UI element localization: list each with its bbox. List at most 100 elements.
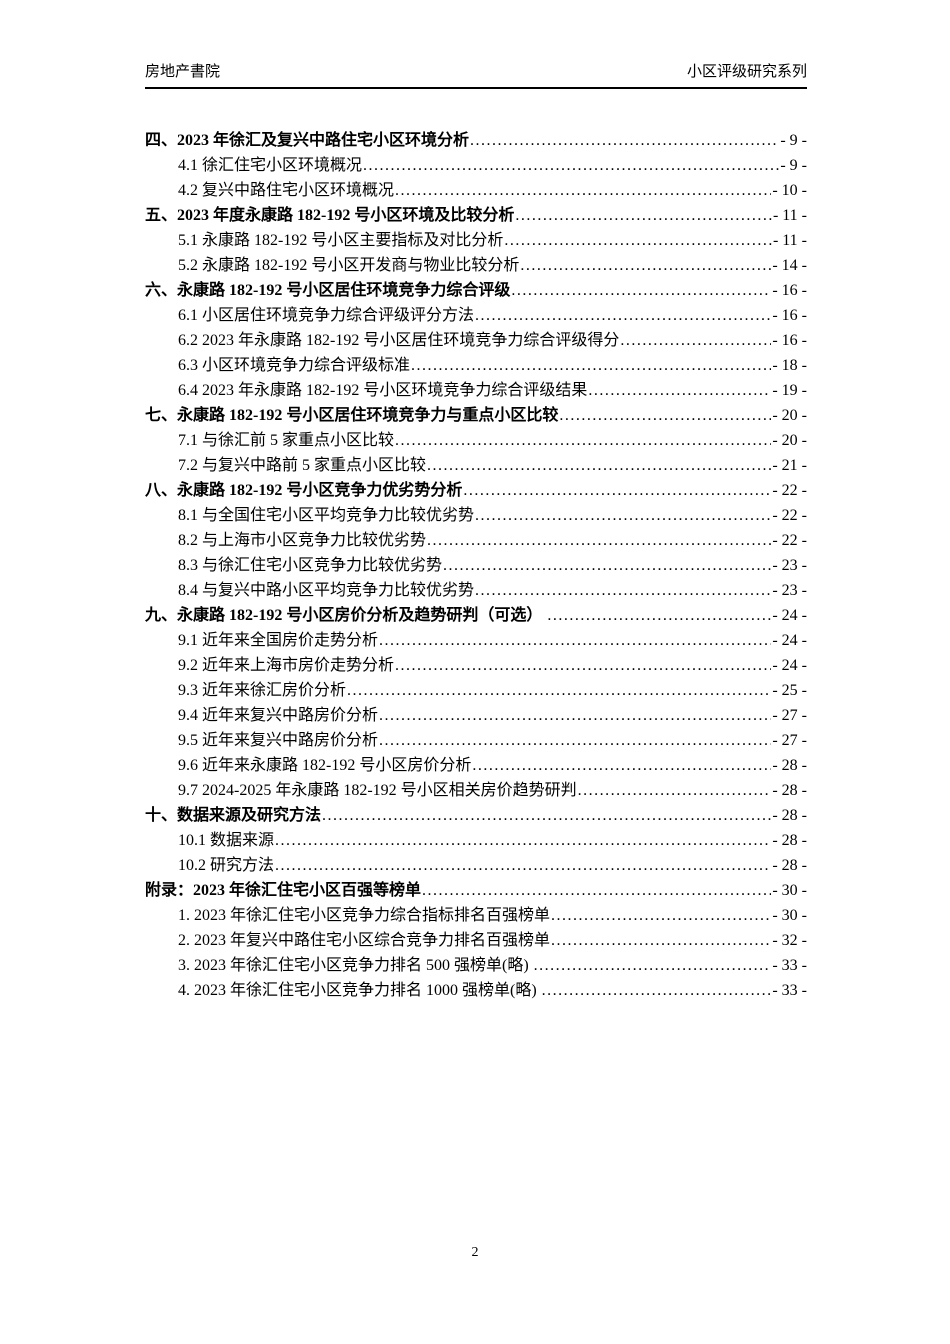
toc-page-number: - 16 - [772,332,807,349]
toc-page-number: - 27 - [772,732,807,749]
toc-entry-text: 2. 2023 年复兴中路住宅小区综合竞争力排名百强榜单 [178,932,551,949]
toc-leader-dots [475,578,771,603]
toc-entry: 6.2 2023 年永康路 182-192 号小区居住环境竞争力综合评级得分 -… [145,328,807,353]
toc-entry-text: 十、数据来源及研究方法 [145,807,322,824]
toc-page-number: - 32 - [772,932,807,949]
toc-entry-text: 8.2 与上海市小区竞争力比较优劣势 [178,532,427,549]
page-header: 房地产書院 小区评级研究系列 [145,60,807,81]
toc-leader-dots [588,378,771,403]
toc-entry: 八、永康路 182-192 号小区竞争力优劣势分析 - 22 - [145,478,807,503]
toc-page-number: - 16 - [772,307,807,324]
toc-page-number: - 9 - [780,132,807,149]
toc-leader-dots [559,403,771,428]
toc-leader-dots [379,628,771,653]
toc-page-number: - 33 - [772,957,807,974]
toc-entry: 9.4 近年来复兴中路房价分析 - 27 - [145,703,807,728]
toc-leader-dots [472,753,771,778]
toc-page-number: - 28 - [772,757,807,774]
toc-entry: 6.3 小区环境竞争力综合评级标准 - 18 - [145,353,807,378]
toc-leader-dots [578,778,772,803]
toc-entry: 1. 2023 年徐汇住宅小区竞争力综合指标排名百强榜单 - 30 - [145,903,807,928]
toc-page-number: - 18 - [772,357,807,374]
toc-entry: 3. 2023 年徐汇住宅小区竞争力排名 500 强榜单(略) - 33 - [145,953,807,978]
toc-entry-text: 4. 2023 年徐汇住宅小区竞争力排名 1000 强榜单(略) [178,982,541,999]
toc-entry: 10.2 研究方法 - 28 - [145,853,807,878]
toc-entry-text: 5.2 永康路 182-192 号小区开发商与物业比较分析 [178,257,520,274]
toc-leader-dots [427,528,771,553]
toc-entry: 4.2 复兴中路住宅小区环境概况 - 10 - [145,178,807,203]
toc-entry-text: 四、2023 年徐汇及复兴中路住宅小区环境分析 [145,132,470,149]
toc-page-number: - 10 - [772,182,807,199]
toc-page-number: - 9 - [780,157,807,174]
toc-leader-dots [275,828,771,853]
toc-leader-dots [620,328,771,353]
toc-entry: 2. 2023 年复兴中路住宅小区综合竞争力排名百强榜单 - 32 - [145,928,807,953]
toc-page-number: - 24 - [772,607,807,624]
toc-page-number: - 23 - [772,582,807,599]
toc-leader-dots [322,803,771,828]
toc-entry: 9.6 近年来永康路 182-192 号小区房价分析 - 28 - [145,753,807,778]
toc-entry: 6.1 小区居住环境竞争力综合评级评分方法 - 16 - [145,303,807,328]
toc-entry-text: 9.3 近年来徐汇房价分析 [178,682,347,699]
toc-entry-text: 9.7 2024-2025 年永康路 182-192 号小区相关房价趋势研判 [178,782,577,799]
toc-entry-text: 3. 2023 年徐汇住宅小区竞争力排名 500 强榜单(略) [178,957,533,974]
toc-entry-text: 10.1 数据来源 [178,832,275,849]
toc-entry: 9.1 近年来全国房价走势分析 - 24 - [145,628,807,653]
footer-page-number: 2 [471,1245,479,1260]
toc-leader-dots [520,253,771,278]
toc-leader-dots [534,953,772,978]
toc-entry: 7.2 与复兴中路前 5 家重点小区比较 - 21 - [145,453,807,478]
toc-entry: 五、2023 年度永康路 182-192 号小区环境及比较分析 - 11 - [145,203,807,228]
toc-leader-dots [475,303,771,328]
toc-page-number: - 11 - [772,232,807,249]
toc-entry-text: 9.5 近年来复兴中路房价分析 [178,732,379,749]
toc-page-number: - 20 - [772,407,807,424]
toc-entry: 8.1 与全国住宅小区平均竞争力比较优劣势 - 22 - [145,503,807,528]
toc-page-number: - 28 - [772,807,807,824]
toc-leader-dots [379,728,771,753]
toc-page-number: - 30 - [772,907,807,924]
toc-entry-text: 1. 2023 年徐汇住宅小区竞争力综合指标排名百强榜单 [178,907,551,924]
toc-leader-dots [551,903,771,928]
toc-entry-text: 8.4 与复兴中路小区平均竞争力比较优劣势 [178,582,475,599]
toc-page-number: - 28 - [772,832,807,849]
toc-entry: 附录：2023 年徐汇住宅小区百强等榜单 - 30 - [145,878,807,903]
toc-entry: 5.1 永康路 182-192 号小区主要指标及对比分析 - 11 - [145,228,807,253]
toc-leader-dots [411,353,771,378]
toc-page-number: - 28 - [772,857,807,874]
toc-entry: 8.4 与复兴中路小区平均竞争力比较优劣势 - 23 - [145,578,807,603]
toc-page-number: - 11 - [772,207,807,224]
toc-page-number: - 14 - [772,257,807,274]
toc-leader-dots [542,978,772,1003]
toc-page-number: - 24 - [772,657,807,674]
toc-entry: 4.1 徐汇住宅小区环境概况 - 9 - [145,153,807,178]
toc-leader-dots [275,853,771,878]
toc-page-number: - 21 - [772,457,807,474]
toc-page-number: - 22 - [772,507,807,524]
toc-page-number: - 33 - [772,982,807,999]
toc-entry-text: 9.2 近年来上海市房价走势分析 [178,657,395,674]
toc-page-number: - 20 - [772,432,807,449]
toc-page-number: - 30 - [772,882,807,899]
toc-entry-text: 七、永康路 182-192 号小区居住环境竞争力与重点小区比较 [145,407,559,424]
toc-entry-text: 八、永康路 182-192 号小区竞争力优劣势分析 [145,482,463,499]
toc-leader-dots [395,178,771,203]
toc-entry: 九、永康路 182-192 号小区房价分析及趋势研判（可选） - 24 - [145,603,807,628]
toc-entry-text: 8.3 与徐汇住宅小区竞争力比较优劣势 [178,557,443,574]
toc-leader-dots [515,203,772,228]
toc-page-number: - 25 - [772,682,807,699]
header-rule [145,87,807,89]
toc-list: 四、2023 年徐汇及复兴中路住宅小区环境分析 - 9 - 4.1 徐汇住宅小区… [145,128,807,1003]
page-footer: 2 [0,1245,950,1261]
toc-leader-dots [470,128,779,153]
toc-leader-dots [504,228,772,253]
toc-entry-text: 8.1 与全国住宅小区平均竞争力比较优劣势 [178,507,475,524]
toc-leader-dots [427,453,771,478]
toc-entry-text: 6.3 小区环境竞争力综合评级标准 [178,357,411,374]
toc-leader-dots [395,653,771,678]
toc-entry-text: 附录：2023 年徐汇住宅小区百强等榜单 [145,882,422,899]
toc-page-number: - 27 - [772,707,807,724]
toc-entry-text: 9.1 近年来全国房价走势分析 [178,632,379,649]
toc-entry: 8.3 与徐汇住宅小区竞争力比较优劣势 - 23 - [145,553,807,578]
toc-entry-text: 九、永康路 182-192 号小区房价分析及趋势研判（可选） [145,607,547,624]
